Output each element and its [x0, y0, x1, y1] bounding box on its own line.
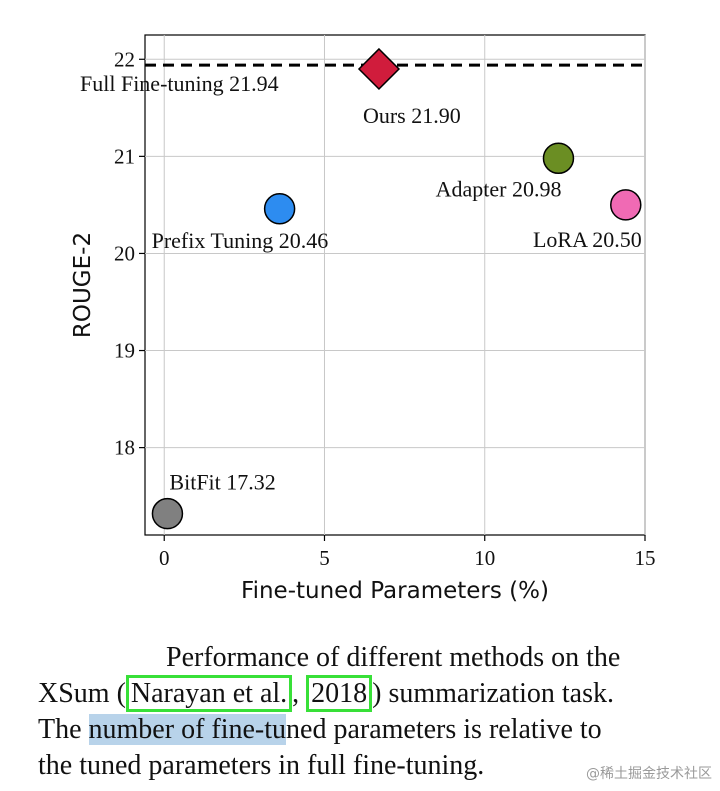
point-labels-group: Ours 21.90 Adapter 20.98 LoRA 20.50 Prefix …	[80, 71, 642, 495]
method-circle-marker	[542, 142, 575, 175]
caption-line-2-end: ) summarization task.	[372, 678, 614, 709]
figure-caption: Performance of different methods on the …	[38, 640, 698, 784]
highlighted-text: number of fine-tu	[88, 714, 287, 745]
point-label: BitFit 17.32	[169, 470, 275, 495]
citation-separator: ,	[292, 678, 307, 709]
caption-line-3-start: The	[38, 714, 89, 745]
caption-line-2-start: XSum (	[38, 678, 126, 709]
caption-line-4: the tuned parameters in full fine-tuning…	[38, 750, 485, 781]
caption-line-1: Performance of different methods on the	[166, 642, 621, 673]
y-tick-label: 21	[114, 144, 135, 168]
points-group	[151, 47, 642, 530]
method-circle-marker	[610, 189, 642, 221]
scatter-chart: Ours 21.90 Adapter 20.98 LoRA 20.50 Prefix …	[70, 34, 656, 604]
plot-area	[144, 34, 646, 536]
x-tick-label: 0	[159, 546, 170, 570]
method-circle-marker	[151, 497, 184, 530]
y-tick-label: 20	[114, 241, 135, 265]
point-label: Adapter 20.98	[436, 176, 562, 201]
y-tick-label: 22	[114, 47, 135, 71]
method-circle-marker	[263, 193, 296, 225]
y-tick-label: 18	[114, 436, 135, 460]
citation-year-link[interactable]: 2018	[306, 675, 373, 712]
caption-line-3-end: ned parameters is relative to	[286, 714, 602, 745]
x-tick-label: 15	[635, 546, 656, 570]
y-tick-label: 19	[114, 339, 135, 363]
y-axis-label: ROUGE-2	[70, 232, 96, 338]
point-label: LoRA 20.50	[533, 227, 642, 252]
reference-line-label: Full Fine-tuning 21.94	[80, 71, 279, 96]
citation-author-link[interactable]: Narayan et al.	[125, 675, 293, 712]
x-tick-label: 10	[474, 546, 495, 570]
ours-diamond-marker	[357, 47, 401, 91]
ticks-group: 0 5 10 15 18 19 20 21 22	[114, 47, 656, 570]
x-tick-label: 5	[319, 546, 330, 570]
watermark: @稀土掘金技术社区	[586, 766, 712, 782]
x-axis-label: Fine-tuned Parameters (%)	[241, 578, 549, 604]
point-label: Prefix Tuning 20.46	[152, 228, 329, 253]
grid	[145, 35, 646, 535]
point-label: Ours 21.90	[363, 103, 461, 128]
